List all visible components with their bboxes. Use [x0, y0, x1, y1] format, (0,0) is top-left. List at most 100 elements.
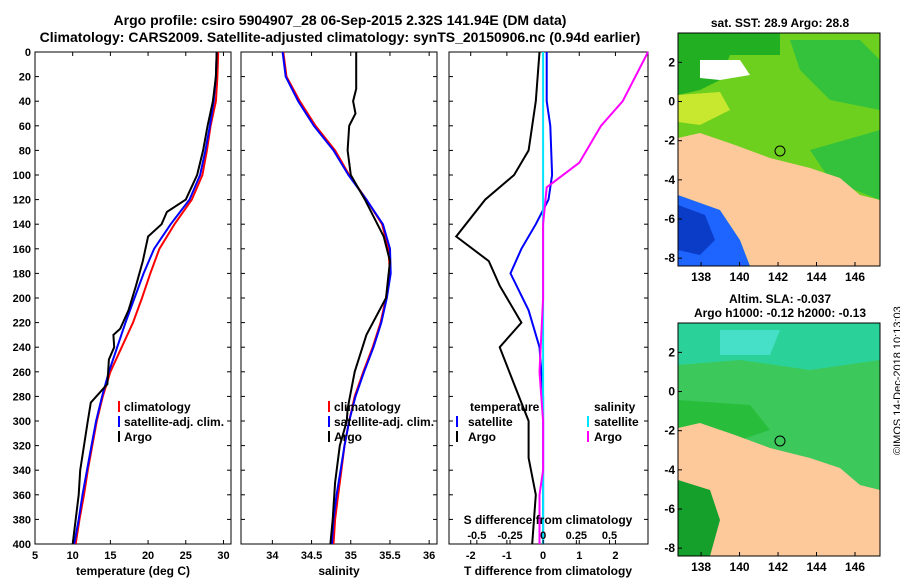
- difference-plot-frame: [448, 51, 649, 545]
- sst-map-frame: [677, 32, 881, 267]
- depth-tick-label: 20: [19, 72, 31, 84]
- sst-map-title: sat. SST: 28.9 Argo: 28.8: [710, 16, 850, 30]
- depth-tick-label: 0: [25, 47, 31, 59]
- sst-east-patch: [810, 130, 880, 200]
- x-tick-label: -1: [502, 550, 512, 562]
- sla-axis-ticks: 138 140 142 144 146 2 0 -2 -4 -6 -8: [664, 345, 865, 574]
- x-tick-label: 5: [32, 550, 38, 562]
- temperature-panel: 0 20 40 60 80 100 120 140 160 180 200 220 240 260 280 3…: [13, 47, 232, 578]
- x-tick-label: 35: [345, 550, 357, 562]
- lat-tick-label: 0: [668, 95, 675, 109]
- sla-map-frame: [677, 322, 881, 557]
- imos-timestamp: ©IMOS 14-Dec-2018 10:13:03: [892, 306, 900, 455]
- temperature-legend: climatology satellite-adj. clim. Argo: [118, 400, 224, 444]
- sla-map-title-1: Altim. SLA: -0.037: [728, 292, 832, 306]
- x-tick-label: 34.5: [301, 550, 322, 562]
- legend-t-argo-label: Argo: [468, 430, 496, 444]
- x-tick-label: 36: [423, 550, 435, 562]
- legend-satellite-label: satellite-adj. clim.: [124, 415, 224, 429]
- sst-warm-patch: [790, 40, 880, 110]
- figure-title-line2: Climatology: CARS2009. Satellite-adjuste…: [39, 29, 641, 45]
- depth-tick-label: 160: [13, 244, 31, 256]
- x-tick-label: 15: [104, 550, 116, 562]
- depth-tick-label: 220: [13, 318, 31, 330]
- series-temperature-argo: [454, 51, 541, 545]
- difference-panel: -2 -1 0 1 2 temperature satellite Argo salin…: [448, 51, 649, 578]
- x-tick-label: 10: [67, 550, 79, 562]
- maps: 138 140 142 144 146 2 0 -2 -4 -6 -8 138 140 142 144 14…: [664, 32, 881, 574]
- lon-tick-label: 138: [691, 270, 711, 284]
- legend-climatology-label: climatology: [334, 400, 401, 414]
- salinity-plot-frame: [240, 51, 438, 545]
- depth-tick-label: 400: [13, 539, 31, 551]
- salinity-lines: [281, 51, 392, 545]
- x-tick-label: 30: [217, 550, 229, 562]
- top-x-tick-label: 0: [540, 530, 546, 542]
- legend-s-satellite-label: satellite: [594, 415, 639, 429]
- sst-cold-core: [678, 205, 715, 255]
- lon-tick-label: 142: [768, 560, 788, 574]
- lon-tick-label: 146: [845, 560, 865, 574]
- top-x-tick-label: 0.5: [602, 530, 617, 542]
- temperature-xlabel: temperature (deg C): [76, 564, 190, 578]
- depth-tick-label: 80: [19, 145, 31, 157]
- series-salinity-argo: [538, 51, 649, 544]
- x-tick-label: 1: [576, 550, 582, 562]
- lat-tick-label: -6: [664, 502, 675, 516]
- lat-tick-label: 2: [668, 55, 675, 69]
- depth-tick-label: 320: [13, 441, 31, 453]
- sla-map-title-2: Argo h1000: -0.12 h2000: -0.13: [693, 306, 867, 320]
- sst-yellow-region: [678, 92, 730, 125]
- lon-tick-label: 142: [768, 270, 788, 284]
- legend-satellite-label: satellite-adj. clim.: [334, 415, 434, 429]
- depth-tick-label: 100: [13, 170, 31, 182]
- salinity-panel: 34 34.5 35 35.5 36 climatology satellite-adj…: [240, 51, 438, 578]
- depth-tick-label: 120: [13, 195, 31, 207]
- sst-cloud-gap: [700, 60, 750, 80]
- series-argo: [71, 51, 218, 545]
- top-x-tick-label: 0.25: [566, 530, 587, 542]
- x-tick-label: 2: [612, 550, 618, 562]
- lon-tick-label: 144: [806, 270, 826, 284]
- temperature-lines: [71, 51, 220, 545]
- legend-salinity-title: salinity: [594, 400, 636, 414]
- depth-tick-label: 380: [13, 514, 31, 526]
- top-x-tick-label: -0.25: [497, 530, 522, 542]
- lat-tick-label: -8: [664, 541, 675, 555]
- salinity-legend: climatology satellite-adj. clim. Argo: [328, 400, 434, 444]
- sla-map: 138 140 142 144 146 2 0 -2 -4 -6 -8: [664, 322, 881, 574]
- depth-axis: 0 20 40 60 80 100 120 140 160 180 200 220 240 260 280 3…: [13, 47, 231, 551]
- lat-tick-label: -4: [664, 463, 675, 477]
- sst-argo-location-marker: [774, 145, 786, 157]
- x-tick-label: 20: [142, 550, 154, 562]
- sla-argo-location-marker: [774, 435, 786, 447]
- lon-tick-label: 140: [730, 270, 750, 284]
- lon-tick-label: 144: [806, 560, 826, 574]
- salinity-xlabel: salinity: [318, 564, 360, 578]
- depth-tick-label: 40: [19, 96, 31, 108]
- x-tick-label: -2: [466, 550, 476, 562]
- sla-high-patch: [720, 330, 780, 355]
- depth-tick-label: 340: [13, 465, 31, 477]
- x-tick-label: 35.5: [379, 550, 400, 562]
- sst-warm-region: [678, 33, 780, 95]
- lon-tick-label: 138: [691, 560, 711, 574]
- depth-tick-label: 260: [13, 367, 31, 379]
- lat-tick-label: -8: [664, 251, 675, 265]
- legend-temperature-title: temperature: [470, 400, 540, 414]
- difference-temperature-legend: temperature satellite Argo: [456, 400, 540, 444]
- difference-salinity-ticks: -0.5 -0.25 0 0.25 0.5: [467, 530, 617, 544]
- depth-tick-label: 140: [13, 219, 31, 231]
- series-argo: [329, 52, 392, 545]
- lon-tick-label: 140: [730, 560, 750, 574]
- sst-land: [678, 133, 880, 266]
- series-satellite-adj-clim-: [73, 51, 218, 545]
- legend-climatology-label: climatology: [124, 400, 191, 414]
- legend-s-argo-label: Argo: [594, 430, 622, 444]
- depth-tick-label: 200: [13, 293, 31, 305]
- lat-tick-label: -6: [664, 212, 675, 226]
- salinity-x-axis: 34 34.5 35 35.5 36: [266, 52, 435, 562]
- temperature-x-axis: 5 10 15 20 25 30: [32, 52, 230, 562]
- salinity-depth-ticks: [241, 51, 437, 545]
- sst-map: 138 140 142 144 146 2 0 -2 -4 -6 -8: [664, 32, 881, 284]
